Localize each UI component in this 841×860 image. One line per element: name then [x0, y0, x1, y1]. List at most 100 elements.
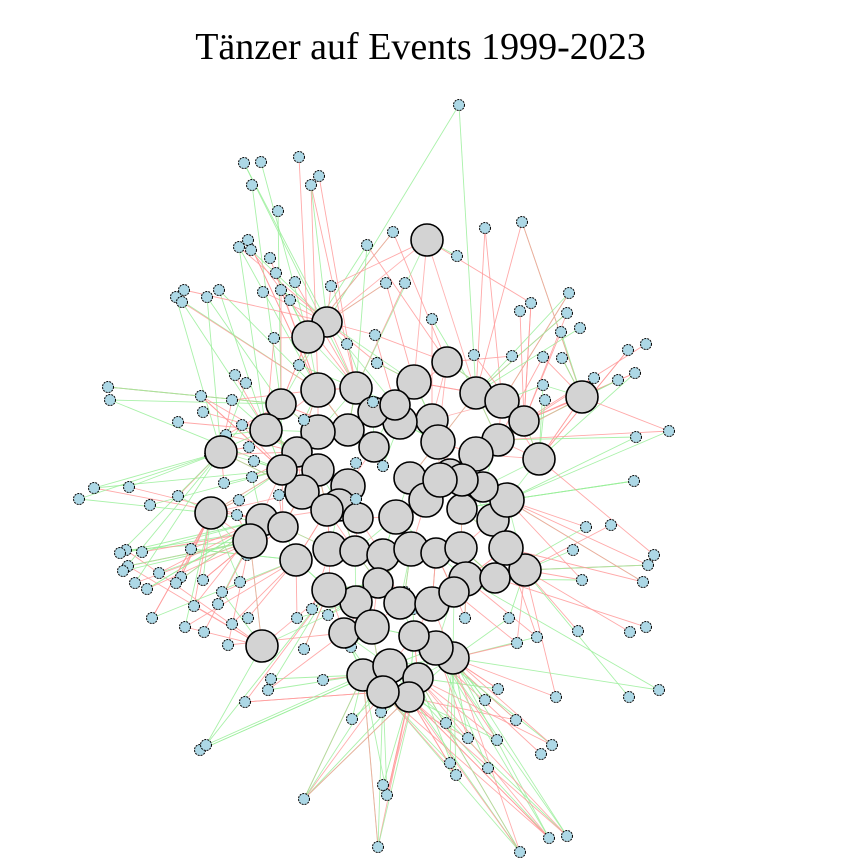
edge: [218, 289, 319, 391]
dancer-node: [239, 696, 251, 708]
dancer-node: [453, 99, 465, 111]
edge: [181, 301, 319, 391]
edge: [243, 162, 328, 323]
edge: [497, 430, 670, 441]
dancer-node: [367, 396, 379, 408]
dancer-node: [510, 714, 522, 726]
dancer-node: [242, 234, 254, 246]
dancer-node: [624, 626, 636, 638]
dancer-node: [492, 683, 504, 695]
edge: [303, 691, 384, 800]
dancer-node: [270, 267, 282, 279]
edge: [206, 296, 222, 453]
dancer-node: [546, 739, 558, 751]
dancer-node: [567, 544, 579, 556]
event-node: [484, 383, 520, 419]
event-node: [438, 576, 470, 608]
dancer-node: [176, 296, 188, 308]
edge: [310, 184, 328, 323]
event-node: [410, 223, 444, 257]
edge: [452, 657, 457, 776]
edge: [538, 458, 655, 556]
dancer-node: [114, 547, 126, 559]
edge: [260, 161, 309, 338]
event-node: [339, 371, 373, 405]
dancer-node: [531, 631, 543, 643]
event-node: [266, 454, 298, 486]
edge: [506, 436, 637, 501]
dancer-node: [172, 490, 184, 502]
dancer-node: [272, 205, 284, 217]
edge: [205, 645, 263, 746]
dancer-node: [129, 577, 141, 589]
dancer-node: [268, 332, 280, 344]
dancer-node: [561, 307, 573, 319]
dancer-node: [265, 673, 277, 685]
dancer-node: [514, 846, 526, 858]
dancer-node-layer: [73, 99, 675, 858]
edge: [494, 577, 647, 628]
event-node: [431, 346, 463, 378]
edge: [310, 184, 319, 391]
edge: [506, 480, 635, 501]
dancer-node: [233, 494, 245, 506]
dancer-node: [146, 612, 158, 624]
event-node: [378, 499, 414, 535]
edge: [413, 239, 428, 383]
dancer-node: [539, 394, 551, 406]
dancer-node: [574, 322, 586, 334]
edge: [497, 436, 637, 441]
edge: [366, 244, 448, 363]
edge: [109, 399, 282, 405]
dancer-node: [350, 493, 362, 505]
edge: [267, 589, 330, 691]
dancer-node: [361, 239, 373, 251]
edge: [125, 549, 263, 647]
dancer-node: [451, 250, 463, 262]
dancer-node: [371, 357, 383, 369]
dancer-node: [381, 789, 393, 801]
edge: [408, 696, 550, 839]
event-node: [508, 553, 542, 587]
event-node: [565, 380, 599, 414]
dancer-node: [73, 493, 85, 505]
dancer-node: [123, 481, 135, 493]
event-node: [279, 543, 313, 577]
edge: [200, 395, 298, 453]
dancer-node: [629, 367, 641, 379]
edge: [355, 239, 428, 389]
dancer-node: [556, 352, 568, 364]
dancer-node: [468, 349, 480, 361]
edge: [261, 601, 357, 647]
edge: [452, 657, 553, 746]
dancer-node: [222, 639, 234, 651]
edge: [250, 249, 357, 389]
dancer-node: [179, 621, 191, 633]
event-node: [444, 531, 478, 565]
dancer-node: [298, 414, 310, 426]
dancer-node: [653, 684, 665, 696]
dancer-node: [298, 793, 310, 805]
edge: [417, 677, 568, 837]
edge: [107, 386, 282, 405]
dancer-node: [289, 276, 301, 288]
dancer-node: [178, 284, 190, 296]
edge: [524, 564, 649, 571]
dancer-node: [572, 625, 584, 637]
dancer-node: [238, 157, 250, 169]
dancer-node: [482, 762, 494, 774]
dancer-node: [197, 406, 209, 418]
event-node: [366, 675, 400, 709]
dancer-node: [198, 626, 210, 638]
edge: [475, 312, 568, 394]
dancer-node: [284, 294, 296, 306]
dancer-node: [637, 576, 649, 588]
dancer-node: [479, 222, 491, 234]
dancer-node: [440, 717, 452, 729]
edge: [298, 156, 309, 338]
dancer-node: [588, 372, 600, 384]
edge: [78, 451, 222, 500]
edge: [303, 674, 364, 800]
dancer-node: [350, 457, 362, 469]
event-node: [383, 586, 417, 620]
